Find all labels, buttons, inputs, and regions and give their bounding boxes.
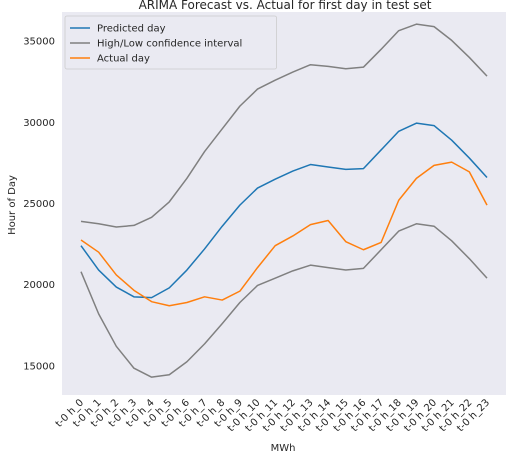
chart-title: ARIMA Forecast vs. Actual for first day …	[139, 0, 432, 12]
series-line-0	[80, 122, 488, 299]
y-axis-label: Hour of Day	[7, 175, 18, 235]
legend: Predicted day High/Low confidence interva…	[64, 15, 278, 70]
legend-box	[64, 15, 278, 70]
y-tick-labels: 15000 20000 25000 30000 35000	[23, 37, 55, 373]
series-line-2	[80, 223, 488, 378]
series-line-1	[80, 23, 488, 228]
legend-label: Actual day	[97, 54, 150, 65]
legend-label: Predicted day	[97, 24, 166, 35]
y-tick-label: 35000	[23, 37, 55, 48]
plot-area	[62, 12, 506, 395]
legend-label: High/Low confidence interval	[97, 39, 242, 50]
y-tick-label: 25000	[23, 199, 55, 210]
series-line-3	[80, 161, 488, 307]
y-tick-label: 30000	[23, 118, 55, 129]
series-layer	[80, 23, 488, 378]
y-tick-label: 20000	[23, 280, 55, 291]
x-tick-labels: t-0 h_0t-0 h_1t-0 h_2t-0 h_3t-0 h_4t-0 h…	[54, 397, 492, 434]
x-axis-label: MWh	[271, 443, 296, 453]
y-tick-label: 15000	[23, 361, 55, 372]
